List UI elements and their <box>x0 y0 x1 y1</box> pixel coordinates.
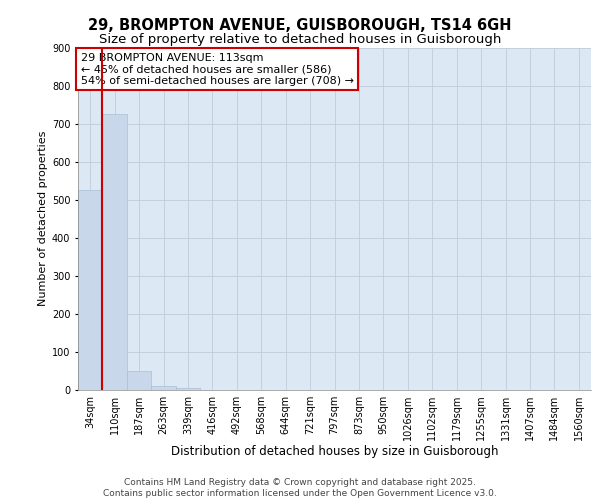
Text: 29 BROMPTON AVENUE: 113sqm
← 45% of detached houses are smaller (586)
54% of sem: 29 BROMPTON AVENUE: 113sqm ← 45% of deta… <box>80 52 353 86</box>
Text: 29, BROMPTON AVENUE, GUISBOROUGH, TS14 6GH: 29, BROMPTON AVENUE, GUISBOROUGH, TS14 6… <box>88 18 512 32</box>
Bar <box>176 388 200 390</box>
Text: Size of property relative to detached houses in Guisborough: Size of property relative to detached ho… <box>99 32 501 46</box>
X-axis label: Distribution of detached houses by size in Guisborough: Distribution of detached houses by size … <box>171 444 498 458</box>
Y-axis label: Number of detached properties: Number of detached properties <box>38 131 47 306</box>
Bar <box>151 386 176 390</box>
Bar <box>103 114 127 390</box>
Bar <box>127 371 151 390</box>
Bar <box>78 190 103 390</box>
Text: Contains HM Land Registry data © Crown copyright and database right 2025.
Contai: Contains HM Land Registry data © Crown c… <box>103 478 497 498</box>
